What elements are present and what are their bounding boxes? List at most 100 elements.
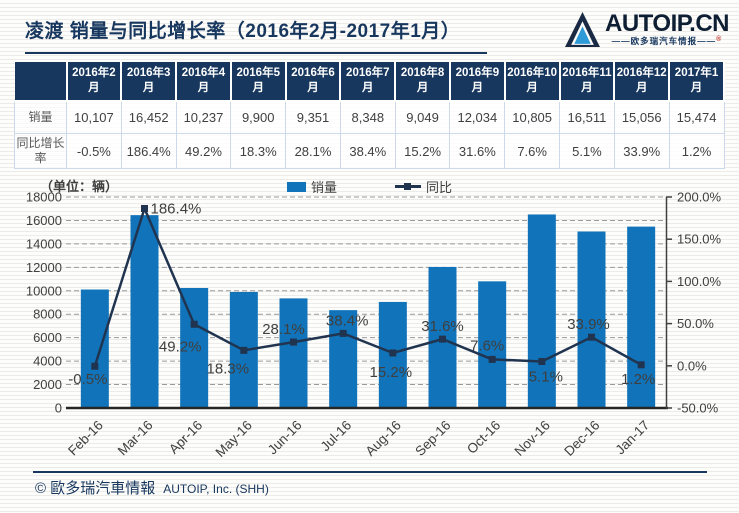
table-cell: 8,348 <box>339 100 396 135</box>
svg-text:7.6%: 7.6% <box>470 337 504 354</box>
svg-text:0.0%: 0.0% <box>677 358 707 373</box>
svg-text:10000: 10000 <box>26 283 62 298</box>
table-cell: 1.2% <box>668 133 725 170</box>
table-cell: 16,511 <box>559 100 615 135</box>
table-col-header: 2016年8月 <box>395 62 451 102</box>
footer-divider <box>33 471 707 473</box>
svg-text:5.1%: 5.1% <box>529 368 563 385</box>
svg-text:2000: 2000 <box>33 377 62 392</box>
svg-text:Mar-16: Mar-16 <box>115 418 156 459</box>
table-cell: 31.6% <box>449 133 506 170</box>
table-cell: 12,034 <box>449 100 506 135</box>
svg-text:18.3%: 18.3% <box>207 360 250 377</box>
table-col-header: 2016年2月 <box>66 62 123 102</box>
svg-text:Jan-17: Jan-17 <box>612 418 652 458</box>
svg-text:1.2%: 1.2% <box>621 371 655 388</box>
svg-text:Jun-16: Jun-16 <box>265 418 305 458</box>
registered-mark: ® <box>716 36 723 44</box>
table-cell: 10,107 <box>66 100 122 135</box>
svg-text:Dec-16: Dec-16 <box>561 418 602 459</box>
table-corner <box>14 62 68 102</box>
table-cell: 28.1% <box>285 133 341 170</box>
company-text: AUTOIP, Inc. (SHH) <box>163 482 269 496</box>
table-col-header: 2016年3月 <box>121 62 178 102</box>
chart-canvas: 18000 16000 14000 12000 10000 8000 6000 4000 200… <box>26 190 722 460</box>
table-col-header: 2016年7月 <box>340 62 397 102</box>
svg-text:150.0%: 150.0% <box>677 232 722 247</box>
table-col-header: 2016年12月 <box>614 62 671 102</box>
svg-text:-0.5%: -0.5% <box>68 371 107 388</box>
table-body: 销量 10,107 16,452 10,237 9,900 9,351 8,348 9,049… <box>14 100 725 170</box>
svg-text:0: 0 <box>55 401 62 416</box>
table-cell: 38.4% <box>339 133 396 170</box>
table-cell: 5.1% <box>559 133 615 170</box>
svg-text:38.4%: 38.4% <box>326 312 369 329</box>
table-row: 销量 10,107 16,452 10,237 9,900 9,351 8,348 9,049… <box>14 100 725 135</box>
svg-text:-50.0%: -50.0% <box>677 401 719 416</box>
svg-text:31.6%: 31.6% <box>421 318 464 335</box>
table-cell: 9,351 <box>285 100 341 135</box>
logo: AUTOIP.CN ——欧多瑞汽车情报—— ® <box>564 11 729 48</box>
title-divider <box>25 52 487 54</box>
footer: © 歐多瑞汽車情報 AUTOIP, Inc. (SHH) <box>35 477 269 498</box>
svg-text:18000: 18000 <box>26 190 62 205</box>
svg-text:50.0%: 50.0% <box>677 316 714 331</box>
legend-item-yoy: 同比 <box>395 177 452 196</box>
table-cell: 10,805 <box>504 100 561 135</box>
table-cell: 7.6% <box>504 133 561 170</box>
table-cell: -0.5% <box>66 133 122 170</box>
table-cell: 15,474 <box>668 100 725 135</box>
table-cell: 33.9% <box>613 133 670 170</box>
table-col-header: 2016年11月 <box>559 62 616 102</box>
table-cell: 10,237 <box>175 100 232 135</box>
svg-text:Sep-16: Sep-16 <box>412 418 453 459</box>
svg-text:100.0%: 100.0% <box>677 274 722 289</box>
svg-text:12000: 12000 <box>26 260 62 275</box>
table-col-header: 2016年9月 <box>449 62 506 102</box>
svg-text:14000: 14000 <box>26 236 62 251</box>
svg-text:16000: 16000 <box>26 213 62 228</box>
svg-text:6000: 6000 <box>33 330 62 345</box>
table-row-label: 销量 <box>14 100 67 135</box>
sales-chart: （单位：辆） 销量 同比 18000 16000 14000 12000 10000 80… <box>0 172 739 472</box>
table-header-row: 2016年2月 2016年3月 2016年4月 2016年5月 2016年6月 2016年… <box>14 62 725 102</box>
svg-text:Jul-16: Jul-16 <box>318 418 355 455</box>
table-cell: 9,049 <box>394 100 451 135</box>
table-col-header: 2016年5月 <box>230 62 287 102</box>
table-cell: 186.4% <box>120 133 177 170</box>
legend-label: 同比 <box>426 180 453 195</box>
svg-text:Aug-16: Aug-16 <box>363 418 404 459</box>
table-col-header: 2017年1月 <box>669 62 725 102</box>
logo-text-block: AUTOIP.CN ——欧多瑞汽车情报—— ® <box>605 10 729 47</box>
chart-legend: 销量 同比 <box>0 177 739 196</box>
sales-table: 2016年2月 2016年3月 2016年4月 2016年5月 2016年6月 2016年… <box>14 62 725 170</box>
line-swatch-icon <box>395 183 421 190</box>
table-col-header: 2016年6月 <box>285 62 342 102</box>
table-cell: 9,900 <box>230 100 287 135</box>
unit-label: （单位：辆） <box>40 179 119 194</box>
table-cell: 18.3% <box>230 133 287 170</box>
table-cell: 16,452 <box>120 100 177 135</box>
table-cell: 15.2% <box>394 133 451 170</box>
table-col-header: 2016年4月 <box>176 62 232 102</box>
svg-text:8000: 8000 <box>33 307 62 322</box>
svg-text:33.9%: 33.9% <box>567 316 610 333</box>
bar-swatch-icon <box>286 181 306 192</box>
table-col-header: 2016年10月 <box>504 62 561 102</box>
svg-text:May-16: May-16 <box>213 418 255 460</box>
table-row-label: 同比增长率 <box>14 133 67 170</box>
svg-text:200.0%: 200.0% <box>677 190 722 205</box>
svg-text:Nov-16: Nov-16 <box>512 418 553 459</box>
page-title: 凌渡 销量与同比增长率（2016年2月-2017年1月） <box>25 21 461 42</box>
svg-text:49.2%: 49.2% <box>159 338 202 355</box>
logo-triangle-icon <box>565 12 600 47</box>
legend-label: 销量 <box>310 180 337 195</box>
table-row: 同比增长率 -0.5% 186.4% 49.2% 18.3% 28.1% 38.4% 15.2… <box>14 133 725 170</box>
svg-text:Feb-16: Feb-16 <box>65 418 106 459</box>
table-cell: 15,056 <box>613 100 670 135</box>
logo-text: AUTOIP.CN <box>605 10 729 38</box>
svg-text:15.2%: 15.2% <box>370 364 413 381</box>
svg-text:4000: 4000 <box>33 354 62 369</box>
logo-tagline: ——欧多瑞汽车情报—— ® <box>611 36 723 47</box>
